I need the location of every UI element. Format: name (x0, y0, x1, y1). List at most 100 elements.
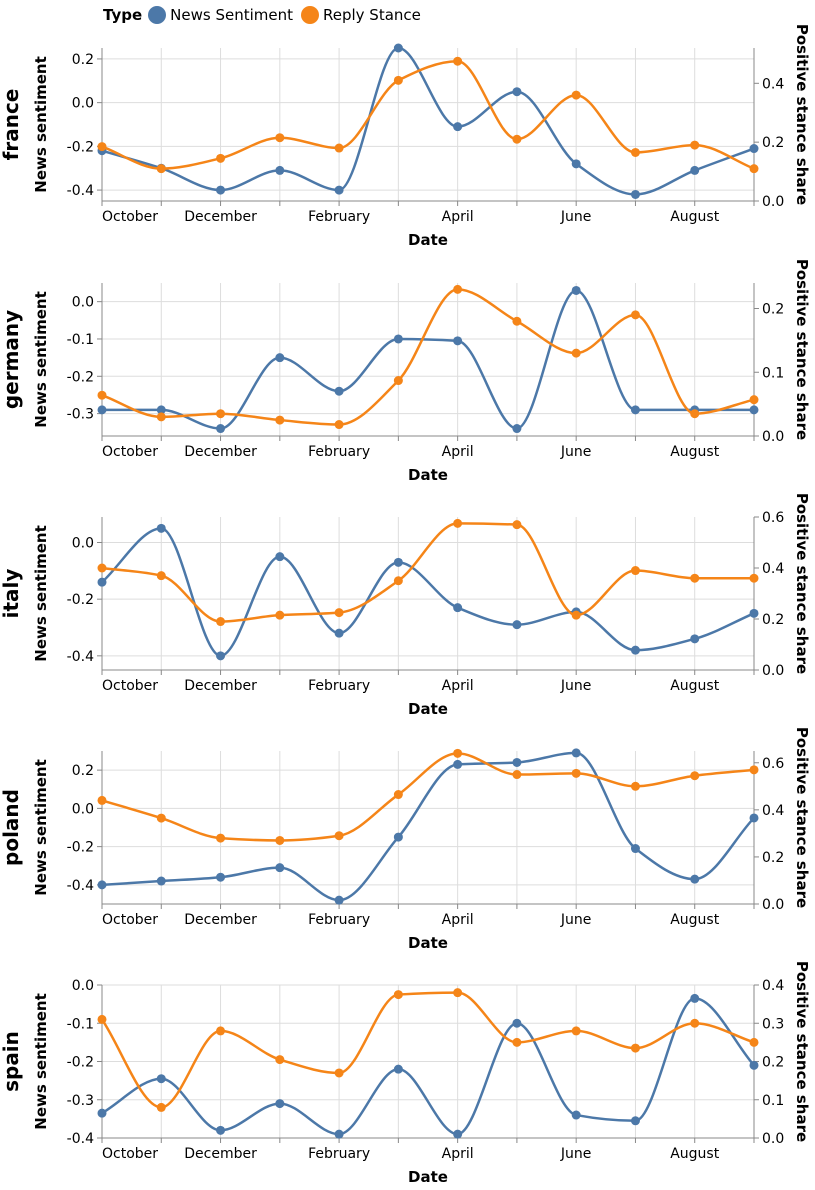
x-tick-label: April (442, 209, 474, 225)
data-point-news-sentiment (97, 405, 107, 415)
legend-label-news-sentiment: News Sentiment (170, 6, 293, 24)
data-point-reply-stance (216, 409, 226, 419)
data-point-reply-stance (97, 795, 107, 805)
data-point-reply-stance (453, 988, 463, 998)
facet-label: italy (0, 569, 23, 619)
y-right-tick-label: 0.1 (762, 1093, 784, 1109)
y-right-tick-label: 0.6 (762, 510, 784, 526)
data-point-news-sentiment (571, 1110, 581, 1120)
x-tick-label: October (102, 444, 158, 460)
data-point-reply-stance (393, 990, 403, 1000)
data-point-reply-stance (334, 608, 344, 618)
data-point-reply-stance (749, 573, 759, 583)
data-point-reply-stance (690, 409, 700, 419)
y-left-axis-title: News sentiment (32, 525, 50, 661)
data-point-reply-stance (275, 835, 285, 845)
x-tick-label: February (308, 1146, 370, 1162)
data-point-reply-stance (393, 376, 403, 386)
data-point-news-sentiment (690, 634, 700, 644)
data-point-news-sentiment (453, 1129, 463, 1139)
data-point-news-sentiment (512, 424, 522, 434)
data-point-reply-stance (512, 770, 522, 780)
y-left-tick-label: -0.2 (67, 369, 94, 385)
data-point-news-sentiment (630, 645, 640, 655)
facet-label: poland (0, 789, 23, 866)
data-point-news-sentiment (749, 608, 759, 618)
y-left-tick-label: -0.3 (67, 1093, 94, 1109)
data-point-news-sentiment (275, 863, 285, 873)
data-point-news-sentiment (630, 405, 640, 415)
data-point-news-sentiment (630, 189, 640, 199)
y-left-tick-label: -0.2 (67, 592, 94, 608)
x-tick-label: October (102, 1146, 158, 1162)
data-point-reply-stance (216, 153, 226, 163)
data-point-news-sentiment (275, 353, 285, 363)
series-line-reply-stance (101, 522, 754, 623)
series-line-news-sentiment (101, 289, 754, 430)
series-line-news-sentiment (101, 997, 755, 1136)
data-point-news-sentiment (512, 757, 522, 767)
y-left-tick-label: 0.0 (72, 536, 94, 552)
x-axis-title: Date (408, 934, 448, 952)
y-right-tick-label: 0.2 (762, 850, 784, 866)
data-point-reply-stance (393, 75, 403, 85)
panel-germany: -0.3 -0.2 -0.1 0.0 0.0 0.1 0.2 October December F… (0, 259, 811, 484)
y-right-axis-title: Positive stance share (793, 961, 811, 1142)
data-point-reply-stance (97, 1014, 107, 1024)
data-point-news-sentiment (453, 759, 463, 769)
x-tick-label: April (442, 678, 474, 694)
y-left-tick-label: -0.1 (67, 332, 94, 348)
y-left-axis-title: News sentiment (32, 56, 50, 192)
y-right-tick-label: 0.0 (762, 194, 784, 210)
data-point-news-sentiment (156, 405, 166, 415)
data-point-reply-stance (630, 310, 640, 320)
data-point-reply-stance (749, 765, 759, 775)
data-point-news-sentiment (571, 748, 581, 758)
y-right-axis-title: Positive stance share (793, 727, 811, 908)
data-point-news-sentiment (393, 1064, 403, 1074)
series-line-reply-stance (100, 991, 755, 1109)
data-point-reply-stance (156, 813, 166, 823)
data-point-reply-stance (630, 781, 640, 791)
facet-label: germany (0, 310, 23, 409)
data-point-news-sentiment (749, 813, 759, 823)
data-point-reply-stance (393, 576, 403, 586)
data-point-news-sentiment (216, 424, 226, 434)
data-point-reply-stance (512, 520, 522, 530)
data-point-reply-stance (156, 571, 166, 581)
data-point-news-sentiment (97, 1108, 107, 1118)
data-point-news-sentiment (393, 832, 403, 842)
y-left-tick-label: 0.0 (72, 295, 94, 311)
y-right-tick-label: 0.0 (762, 429, 784, 445)
y-left-tick-label: -0.4 (67, 878, 94, 894)
data-point-news-sentiment (393, 557, 403, 567)
data-point-news-sentiment (690, 874, 700, 884)
data-point-news-sentiment (216, 1125, 226, 1135)
series-line-news-sentiment (101, 46, 755, 196)
panel-italy: -0.4 -0.2 0.0 0.0 0.2 0.4 0.6 October December Fe… (0, 493, 811, 718)
x-tick-label: October (102, 912, 158, 928)
data-point-reply-stance (630, 1043, 640, 1053)
data-point-reply-stance (216, 833, 226, 843)
x-tick-label: June (560, 678, 592, 694)
series-line-reply-stance (101, 752, 755, 842)
x-tick-label: August (670, 444, 720, 460)
data-point-reply-stance (749, 1037, 759, 1047)
data-point-news-sentiment (334, 1129, 344, 1139)
data-point-reply-stance (453, 56, 463, 66)
data-point-reply-stance (275, 415, 285, 425)
x-tick-label: June (560, 209, 592, 225)
y-right-tick-label: 0.1 (762, 365, 784, 381)
y-left-tick-label: 0.0 (72, 96, 94, 112)
x-tick-label: August (670, 209, 720, 225)
data-point-news-sentiment (630, 844, 640, 854)
data-point-news-sentiment (275, 552, 285, 562)
panel-spain: -0.4 -0.3 -0.2 -0.1 0.0 0.0 0.1 0.2 0.3 0.4 Octobe… (0, 961, 811, 1186)
x-tick-label: October (102, 209, 158, 225)
data-point-reply-stance (571, 348, 581, 358)
data-point-news-sentiment (275, 165, 285, 175)
data-point-reply-stance (334, 143, 344, 153)
y-left-tick-label: -0.4 (67, 183, 94, 199)
x-tick-label: April (442, 912, 474, 928)
y-right-axis-title: Positive stance share (793, 259, 811, 440)
